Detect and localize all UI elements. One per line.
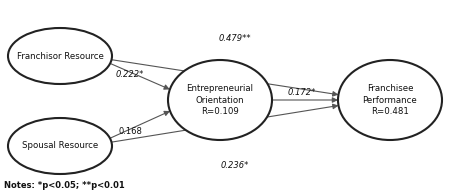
Text: 0.168: 0.168 [118, 126, 142, 135]
Ellipse shape [8, 118, 112, 174]
Text: Franchisor Resource: Franchisor Resource [17, 52, 103, 61]
Text: Notes: *p<0.05; **p<0.01: Notes: *p<0.05; **p<0.01 [4, 181, 125, 190]
Text: Franchisee
Performance
R=0.481: Franchisee Performance R=0.481 [363, 84, 418, 116]
Ellipse shape [8, 28, 112, 84]
Text: 0.222*: 0.222* [116, 70, 144, 79]
Text: 0.479**: 0.479** [219, 34, 251, 43]
Ellipse shape [168, 60, 272, 140]
Text: 0.172*: 0.172* [288, 87, 316, 96]
Text: 0.236*: 0.236* [221, 162, 249, 171]
Text: Entrepreneurial
Orientation
R=0.109: Entrepreneurial Orientation R=0.109 [186, 84, 254, 116]
Text: Spousal Resource: Spousal Resource [22, 142, 98, 151]
Ellipse shape [338, 60, 442, 140]
